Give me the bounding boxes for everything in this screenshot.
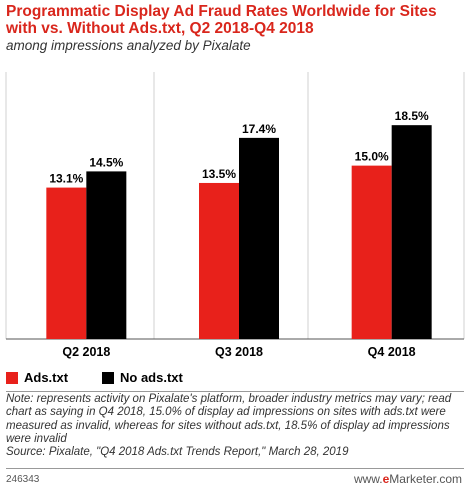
brand-e: e: [382, 472, 390, 486]
chart-note: Note: represents activity on Pixalate's …: [6, 393, 466, 459]
brand-prefix: www.: [353, 472, 383, 486]
chart-title: Programmatic Display Ad Fraud Rates Worl…: [6, 3, 437, 37]
brand-name: Marketer: [389, 472, 436, 486]
legend-swatch-ads-txt: [6, 371, 18, 384]
legend-item-ads-txt: Ads.txt: [6, 370, 68, 385]
category-labels: Q2 2018 Q3 2018 Q4 2018: [62, 345, 415, 359]
legend-swatch-no-ads-txt: [102, 371, 114, 384]
bar-no-ads-txt-2: [239, 137, 279, 339]
bar-no-ads-txt-1: [86, 171, 127, 339]
legend-label-no-ads-txt: No ads.txt: [120, 370, 183, 385]
legend-label-ads-txt: Ads.txt: [24, 370, 69, 385]
data-label: 14.5%: [89, 155, 123, 169]
data-label: 15.0%: [355, 150, 389, 164]
data-labels: 13.1% 14.5% 13.5% 17.4% 15.0% 18.5%: [49, 109, 429, 185]
data-label: 13.1%: [49, 172, 83, 186]
category-label: Q4 2018: [368, 345, 416, 359]
bar-ads-txt-2: [199, 182, 239, 339]
bar-ads-txt-1: [46, 187, 87, 339]
bar-no-ads-txt-3: [391, 125, 432, 340]
divider: [6, 468, 464, 469]
source-text: Source: Pixalate, "Q4 2018 Ads.txt Trend…: [6, 446, 349, 459]
chart-subtitle: among impressions analyzed by Pixalate: [6, 38, 251, 53]
data-label: 13.5%: [202, 167, 236, 181]
legend-item-no-ads-txt: No ads.txt: [102, 370, 183, 385]
category-label: Q3 2018: [215, 345, 263, 359]
category-label: Q2 2018: [62, 345, 110, 359]
chart-id: 246343: [6, 474, 40, 485]
bars: [46, 125, 432, 340]
brand-logo[interactable]: www.eMarketer.com: [354, 472, 462, 486]
divider: [6, 391, 464, 392]
note-text: Note: represents activity on Pixalate's …: [6, 393, 452, 445]
data-label: 17.4%: [242, 122, 276, 136]
brand-suffix: .com: [435, 472, 462, 486]
bar-chart: 13.1% 14.5% 13.5% 17.4% 15.0% 18.5% Q2 2018 Q3…: [5, 72, 465, 359]
bar-ads-txt-3: [351, 165, 392, 339]
data-label: 18.5%: [395, 109, 429, 123]
